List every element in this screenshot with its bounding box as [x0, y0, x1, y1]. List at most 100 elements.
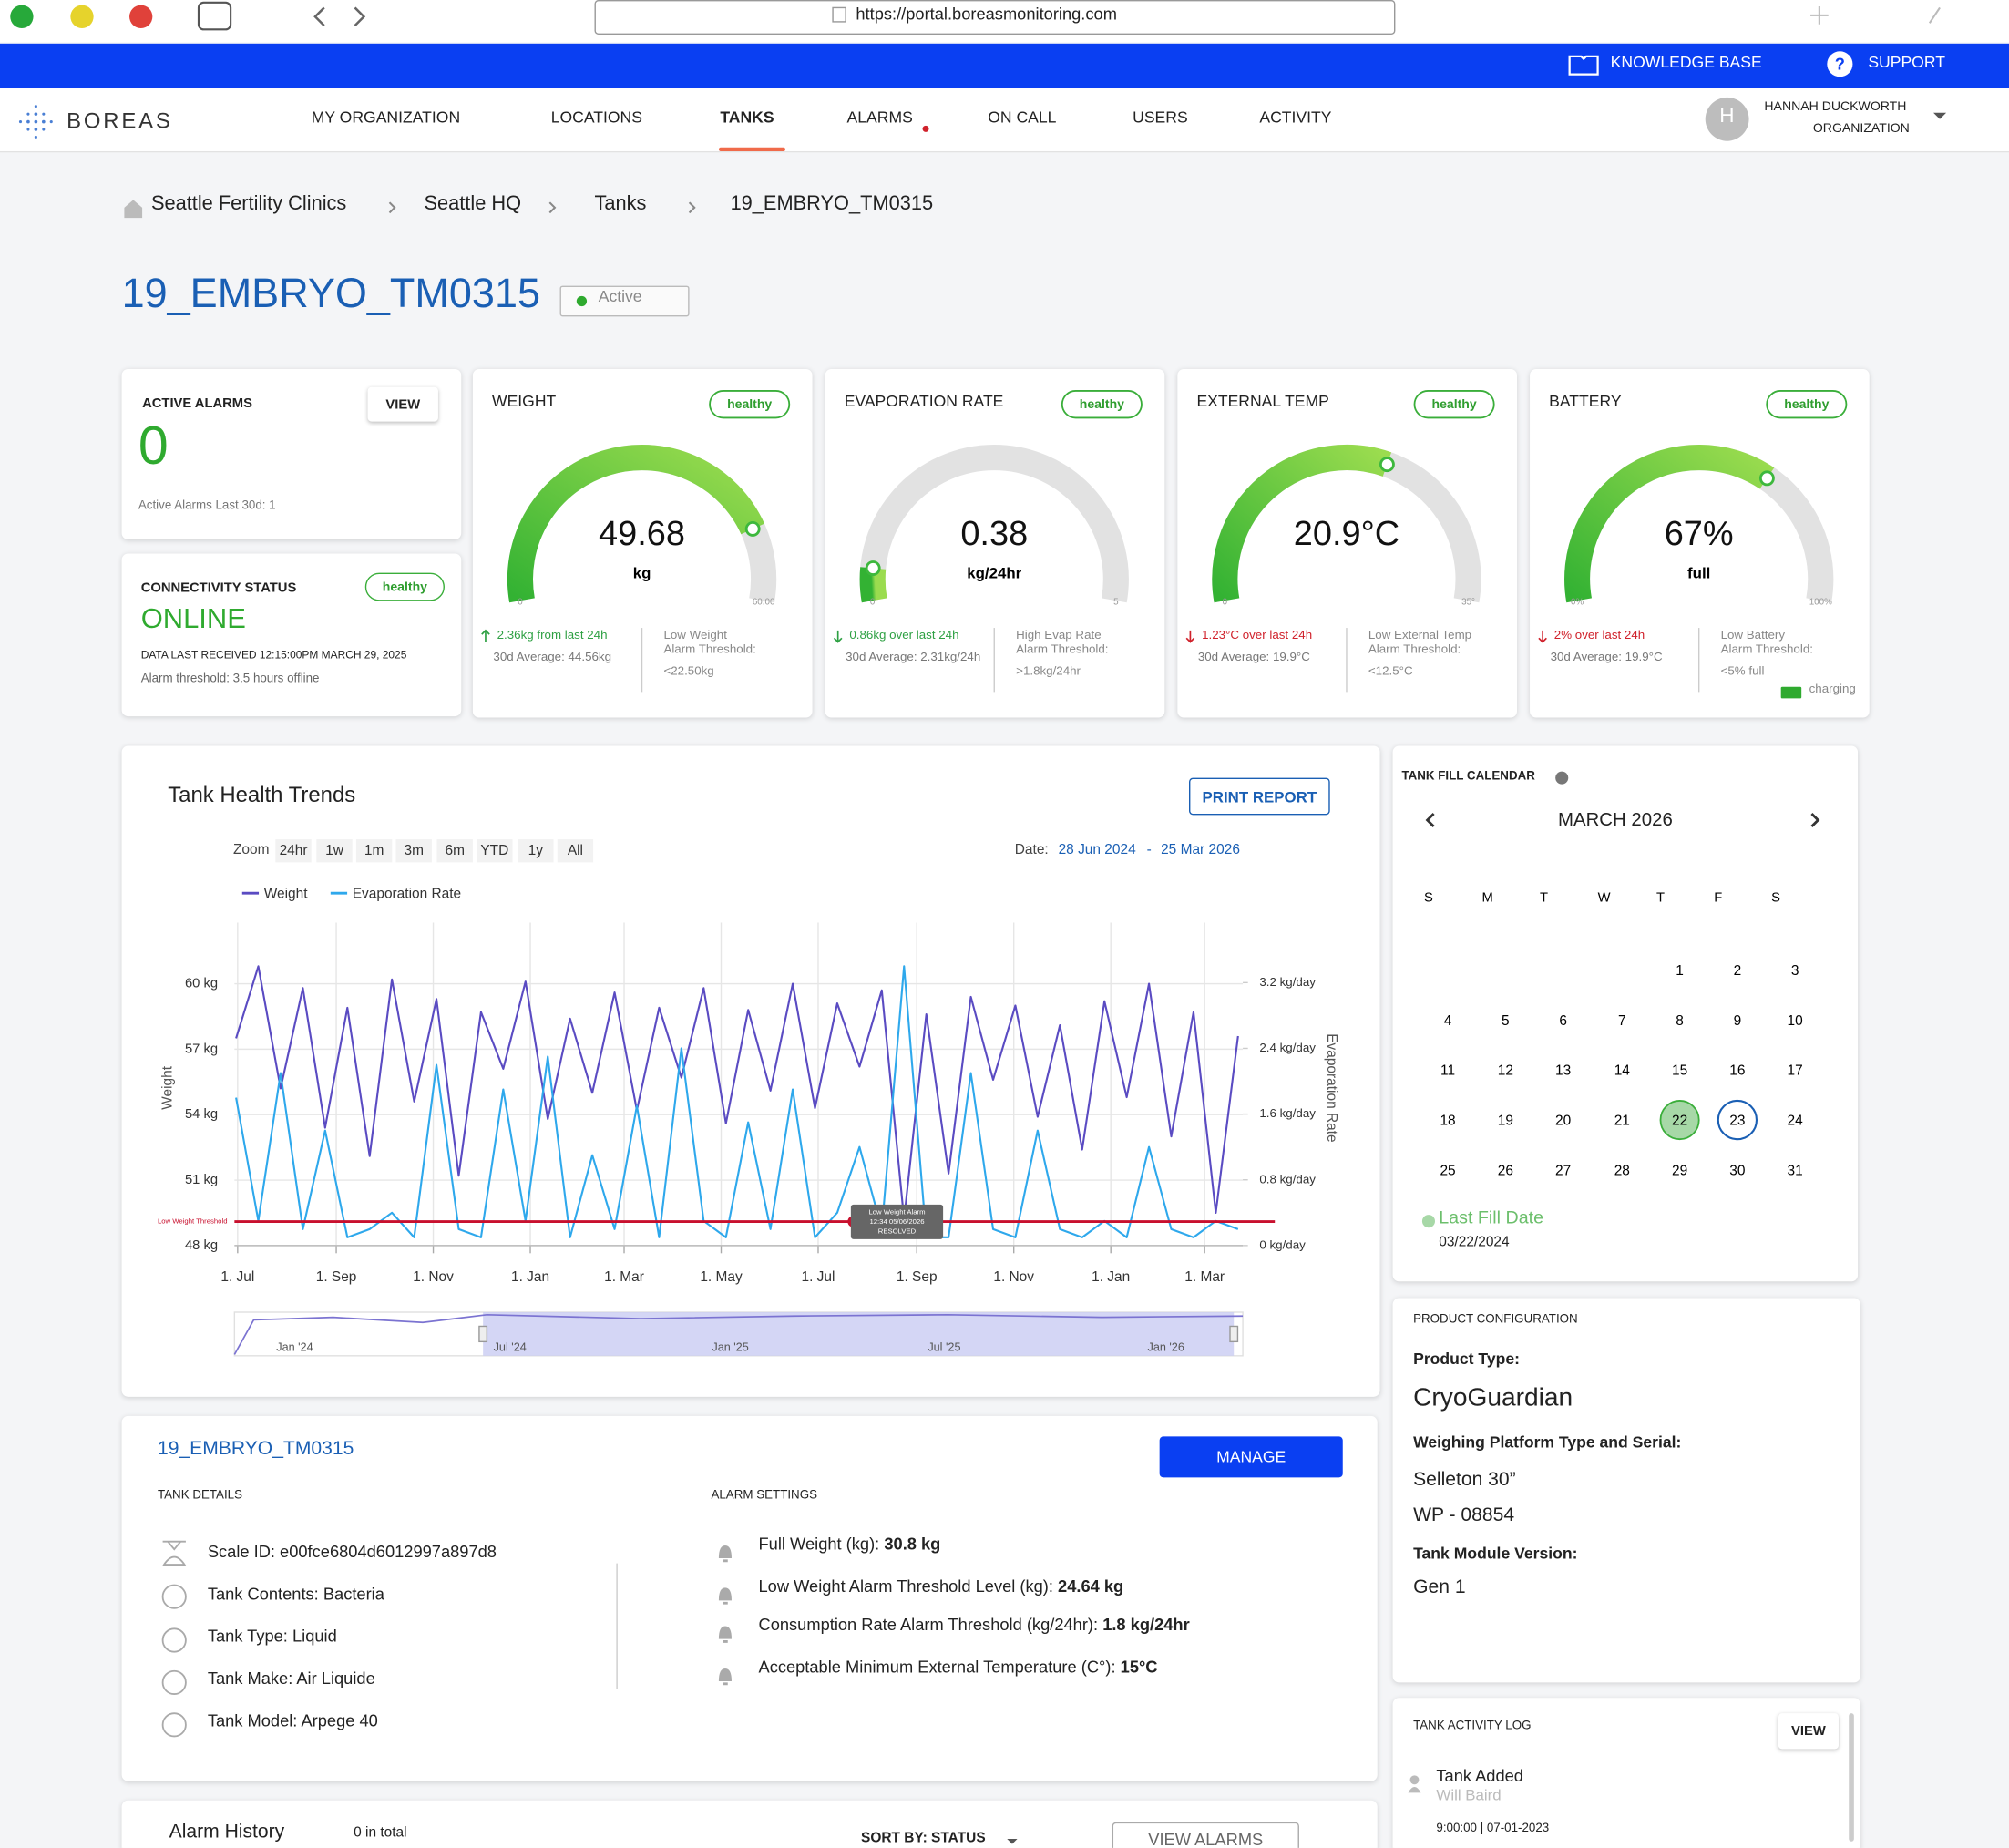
breadcrumb-item: 19_EMBRYO_TM0315	[730, 192, 934, 215]
alarm-history-card	[121, 1800, 1378, 1848]
user-name: HANNAH DUCKWORTH	[1764, 99, 1907, 115]
nav-bar	[0, 88, 2009, 153]
status-dot	[576, 295, 588, 307]
alarm-setting: Low Weight Alarm Threshold Level (kg): 2…	[759, 1576, 1124, 1596]
card-title: ACTIVE ALARMS	[142, 395, 252, 411]
date-from[interactable]: 28 Jun 2024	[1058, 842, 1136, 858]
last-fill-date: 03/22/2024	[1439, 1234, 1510, 1250]
date-to[interactable]: 25 Mar 2026	[1161, 842, 1240, 858]
activity-user: Will Baird	[1436, 1786, 1502, 1804]
manage-button[interactable]: MANAGE	[1159, 1436, 1343, 1478]
logo[interactable]: BOREAS	[67, 108, 173, 133]
history-total: 0 in total	[354, 1825, 407, 1841]
url-box[interactable]	[594, 0, 1396, 35]
setting-label: Low Weight Alarm Threshold Level (kg):	[758, 1576, 1053, 1596]
tank-detail: Tank Type: Liquid	[207, 1626, 337, 1646]
serial: WP - 08854	[1413, 1504, 1515, 1526]
view-alarms-button[interactable]: VIEW ALARMS	[1112, 1822, 1299, 1848]
details-divider	[616, 1563, 618, 1689]
setting-value: 1.8 kg/24hr	[1102, 1615, 1190, 1635]
trend-title: Tank Health Trends	[168, 782, 356, 807]
last-received: DATA LAST RECEIVED 12:15:00PM MARCH 29, …	[140, 648, 407, 662]
details-name[interactable]: 19_EMBRYO_TM0315	[157, 1437, 354, 1460]
print-button[interactable]: PRINT REPORT	[1189, 777, 1330, 816]
url: https://portal.boreasmonitoring.com	[856, 4, 1117, 24]
view-button[interactable]: VIEW	[1778, 1713, 1839, 1750]
product-card	[1392, 1298, 1860, 1683]
support-link[interactable]: SUPPORT	[1868, 53, 1945, 72]
gauge-card	[1530, 369, 1870, 718]
card-title: CONNECTIVITY STATUS	[140, 580, 297, 596]
tank-detail: Scale ID: e00fce6804d6012997a897d8	[207, 1542, 497, 1562]
nav-item[interactable]: ALARMS	[846, 108, 913, 127]
tank-detail: Tank Model: Arpege 40	[207, 1710, 378, 1730]
alarm-setting: Consumption Rate Alarm Threshold (kg/24h…	[759, 1615, 1190, 1635]
breadcrumb-item[interactable]: Seattle HQ	[424, 192, 522, 215]
zoom-label: Zoom	[232, 842, 270, 858]
home-icon[interactable]	[124, 200, 143, 219]
calendar-month: MARCH 2026	[1558, 810, 1673, 831]
connectivity-card	[121, 553, 462, 717]
nav-item[interactable]: TANKS	[720, 108, 774, 127]
health-badge: healthy	[364, 572, 445, 601]
connectivity-status: ONLINE	[140, 601, 246, 634]
nav-item[interactable]: MY ORGANIZATION	[311, 108, 461, 127]
platform: Selleton 30”	[1413, 1468, 1516, 1491]
alarm-setting: Full Weight (kg): 30.8 kg	[759, 1535, 941, 1555]
sort-select[interactable]: SORT BY: STATUS	[861, 1830, 986, 1846]
top-bar	[0, 43, 2009, 89]
info-icon[interactable]	[1555, 771, 1569, 785]
field-label: Product Type:	[1413, 1350, 1520, 1369]
product-title: PRODUCT CONFIGURATION	[1413, 1312, 1578, 1327]
breadcrumb-item[interactable]: Tanks	[594, 192, 647, 215]
field-label: Weighing Platform Type and Serial:	[1413, 1432, 1682, 1452]
view-button[interactable]: VIEW	[367, 386, 438, 422]
nav-active-underline	[718, 147, 786, 151]
setting-label: Consumption Rate Alarm Threshold (kg/24h…	[758, 1615, 1099, 1635]
field-label: Tank Module Version:	[1413, 1545, 1578, 1563]
gauge-card	[825, 369, 1165, 718]
activity-title: TANK ACTIVITY LOG	[1413, 1719, 1532, 1733]
avatar-initial: H	[1719, 105, 1735, 128]
legend-dot	[1421, 1215, 1435, 1228]
history-title: Alarm History	[169, 1821, 285, 1843]
tank-title: 19_EMBRYO_TM0315	[121, 270, 540, 317]
gauge-card	[1177, 369, 1517, 718]
product-type: CryoGuardian	[1413, 1383, 1573, 1412]
status-text: Active	[598, 287, 642, 306]
section-title: ALARM SETTINGS	[711, 1488, 818, 1503]
nav-item[interactable]: ACTIVITY	[1259, 108, 1332, 127]
alarm-dot	[922, 125, 929, 132]
setting-label: Acceptable Minimum External Temperature …	[758, 1657, 1116, 1677]
breadcrumb-item[interactable]: Seattle Fertility Clinics	[150, 192, 347, 215]
setting-value: 15°C	[1120, 1657, 1158, 1677]
nav-item[interactable]: USERS	[1133, 108, 1188, 127]
activity-event: Tank Added	[1436, 1766, 1523, 1786]
setting-value: 30.8 kg	[884, 1534, 941, 1554]
setting-value: 24.64 kg	[1058, 1576, 1124, 1596]
activity-time: 9:00:00 | 07-01-2023	[1436, 1821, 1550, 1836]
offline-threshold: Alarm threshold: 3.5 hours offline	[140, 672, 320, 686]
section-title: TANK DETAILS	[157, 1488, 243, 1503]
calendar-title: TANK FILL CALENDAR	[1401, 769, 1535, 784]
setting-label: Full Weight (kg):	[758, 1534, 880, 1554]
date-label: Date:	[1014, 842, 1049, 858]
calendar-legend: Last Fill Date	[1439, 1206, 1544, 1227]
alarm-count: 0	[138, 415, 169, 476]
knowledge-base-link[interactable]: KNOWLEDGE BASE	[1610, 53, 1762, 72]
gauge-card	[472, 369, 813, 718]
alarm-note: Active Alarms Last 30d: 1	[138, 498, 276, 513]
nav-item[interactable]: ON CALL	[988, 108, 1057, 127]
date-sep: -	[1146, 842, 1152, 858]
scrollbar[interactable]	[1849, 1713, 1854, 1842]
avatar[interactable]	[1705, 97, 1749, 141]
alarm-setting: Acceptable Minimum External Temperature …	[759, 1658, 1158, 1678]
calendar-card	[1392, 745, 1859, 1282]
tank-detail: Tank Make: Air Liquide	[207, 1668, 375, 1689]
status-badge	[559, 285, 690, 317]
nav-item[interactable]: LOCATIONS	[550, 108, 642, 127]
module-version: Gen 1	[1413, 1576, 1466, 1598]
